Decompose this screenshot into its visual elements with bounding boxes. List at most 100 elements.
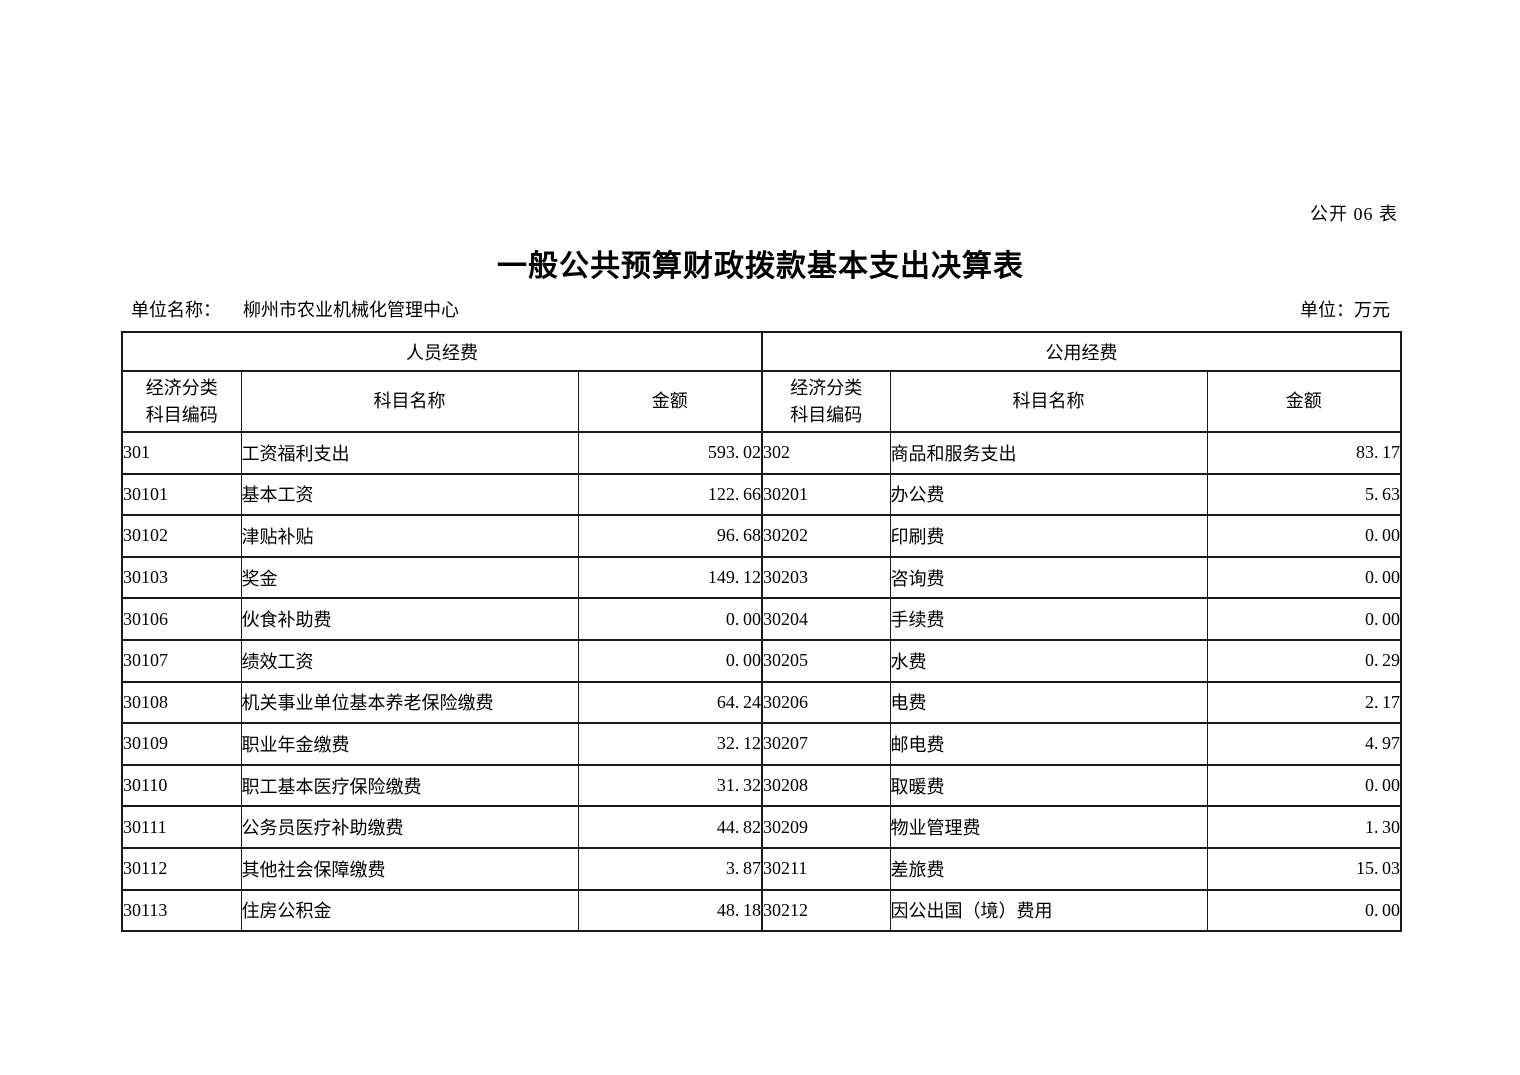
table-row: 30103 奖金 149. 12 30203 咨询费 0. 00 (121, 555, 1402, 600)
col-header-code-line1: 经济分类 (145, 378, 218, 399)
name-cell: 公务员医疗补助缴费 (240, 805, 579, 849)
amount-cell: 83. 17 (1206, 431, 1402, 475)
name-cell: 住房公积金 (240, 888, 579, 933)
amount-cell: 0. 00 (1206, 888, 1402, 933)
name-cell: 伙食补助费 (240, 597, 579, 641)
amount-cell: 4. 97 (1206, 722, 1402, 766)
amount-cell: 149. 12 (577, 555, 763, 600)
amount-cell: 31. 32 (577, 763, 763, 808)
group-header-personnel: 人员经费 (121, 331, 763, 372)
code-cell: 30207 (761, 722, 891, 766)
page-title: 一般公共预算财政拨款基本支出决算表 (497, 250, 1024, 283)
name-cell: 电费 (889, 680, 1208, 725)
name-cell: 职业年金缴费 (240, 722, 579, 766)
code-cell: 30212 (761, 888, 891, 933)
name-cell: 邮电费 (889, 722, 1208, 766)
code-cell: 30202 (761, 514, 891, 558)
table-row: 30109 职业年金缴费 32. 12 30207 邮电费 4. 97 (121, 722, 1402, 766)
code-cell: 30209 (761, 805, 891, 849)
code-cell: 30203 (761, 555, 891, 600)
code-cell: 30201 (761, 472, 891, 517)
table-row: 30107 绩效工资 0. 00 30205 水费 0. 29 (121, 638, 1402, 683)
code-cell: 30113 (121, 888, 242, 933)
amount-cell: 0. 00 (1206, 597, 1402, 641)
code-cell: 302 (761, 431, 891, 475)
name-cell: 水费 (889, 638, 1208, 683)
table-row: 30102 津贴补贴 96. 68 30202 印刷费 0. 00 (121, 514, 1402, 558)
table-row: 30111 公务员医疗补助缴费 44. 82 30209 物业管理费 1. 30 (121, 805, 1402, 849)
table-row: 30101 基本工资 122. 66 30201 办公费 5. 63 (121, 472, 1402, 517)
code-cell: 30206 (761, 680, 891, 725)
table-row: 30112 其他社会保障缴费 3. 87 30211 差旅费 15. 03 (121, 846, 1402, 891)
amount-cell: 44. 82 (577, 805, 763, 849)
code-cell: 30208 (761, 763, 891, 808)
col-header-code-left: 经济分类 科目编码 (121, 370, 242, 433)
table-row: 30106 伙食补助费 0. 00 30204 手续费 0. 00 (121, 597, 1402, 641)
table-row: 30108 机关事业单位基本养老保险缴费 64. 24 30206 电费 2. 17 (121, 680, 1402, 725)
col-header-amount-left: 金额 (577, 370, 763, 433)
name-cell: 取暖费 (889, 763, 1208, 808)
amount-cell: 3. 87 (577, 846, 763, 891)
name-cell: 差旅费 (889, 846, 1208, 891)
name-cell: 津贴补贴 (240, 514, 579, 558)
table-row: 30110 职工基本医疗保险缴费 31. 32 30208 取暖费 0. 00 (121, 763, 1402, 808)
table-row: 30113 住房公积金 48. 18 30212 因公出国（境）费用 0. 00 (121, 888, 1402, 933)
name-cell: 物业管理费 (889, 805, 1208, 849)
code-cell: 30102 (121, 514, 242, 558)
name-cell: 基本工资 (240, 472, 579, 517)
amount-cell: 48. 18 (577, 888, 763, 933)
code-cell: 30110 (121, 763, 242, 808)
amount-cell: 0. 00 (577, 597, 763, 641)
code-cell: 30101 (121, 472, 242, 517)
amount-cell: 0. 00 (1206, 763, 1402, 808)
budget-table: 人员经费 公用经费 经济分类 科目编码 科目名称 金额 经济分类 科目编码 科目… (121, 331, 1403, 933)
col-header-code-line2: 科目编码 (790, 404, 863, 425)
name-cell: 商品和服务支出 (889, 431, 1208, 475)
table-body: 301 工资福利支出 593. 02 302 商品和服务支出 83. 17 30101 基本工… (121, 431, 1402, 933)
unit-name-value: 柳州市农业机械化管理中心 (243, 300, 459, 320)
col-header-code-line1: 经济分类 (790, 378, 863, 399)
amount-cell: 0. 29 (1206, 638, 1402, 683)
name-cell: 工资福利支出 (240, 431, 579, 475)
amount-cell: 15. 03 (1206, 846, 1402, 891)
code-cell: 30112 (121, 846, 242, 891)
doc-note: 公开 06 表 (1310, 204, 1398, 224)
group-header-row: 人员经费 公用经费 (121, 331, 1402, 372)
code-cell: 30106 (121, 597, 242, 641)
code-cell: 30107 (121, 638, 242, 683)
meta-row: 单位名称： 柳州市农业机械化管理中心 单位：万元 (121, 296, 1400, 322)
code-cell: 30204 (761, 597, 891, 641)
column-header-row: 经济分类 科目编码 科目名称 金额 经济分类 科目编码 科目名称 金额 (121, 370, 1402, 433)
name-cell: 印刷费 (889, 514, 1208, 558)
code-cell: 301 (121, 431, 242, 475)
amount-cell: 64. 24 (577, 680, 763, 725)
code-cell: 30211 (761, 846, 891, 891)
name-cell: 办公费 (889, 472, 1208, 517)
group-header-public: 公用经费 (761, 331, 1402, 372)
amount-cell: 32. 12 (577, 722, 763, 766)
col-header-name-right: 科目名称 (889, 370, 1208, 433)
amount-cell: 0. 00 (1206, 514, 1402, 558)
col-header-amount-right: 金额 (1206, 370, 1402, 433)
table-row: 301 工资福利支出 593. 02 302 商品和服务支出 83. 17 (121, 431, 1402, 475)
col-header-code-line2: 科目编码 (145, 404, 218, 425)
amount-cell: 1. 30 (1206, 805, 1402, 849)
amount-cell: 96. 68 (577, 514, 763, 558)
amount-cell: 5. 63 (1206, 472, 1402, 517)
unit-name-label: 单位名称： (131, 300, 221, 320)
col-header-name-left: 科目名称 (240, 370, 579, 433)
code-cell: 30103 (121, 555, 242, 600)
code-cell: 30205 (761, 638, 891, 683)
amount-cell: 0. 00 (1206, 555, 1402, 600)
name-cell: 咨询费 (889, 555, 1208, 600)
unit-name: 单位名称： 柳州市农业机械化管理中心 (121, 296, 459, 322)
code-cell: 30108 (121, 680, 242, 725)
amount-cell: 2. 17 (1206, 680, 1402, 725)
code-cell: 30109 (121, 722, 242, 766)
currency-unit-label: 单位：万元 (1300, 300, 1390, 320)
name-cell: 奖金 (240, 555, 579, 600)
amount-cell: 0. 00 (577, 638, 763, 683)
col-header-code-right: 经济分类 科目编码 (761, 370, 891, 433)
amount-cell: 122. 66 (577, 472, 763, 517)
